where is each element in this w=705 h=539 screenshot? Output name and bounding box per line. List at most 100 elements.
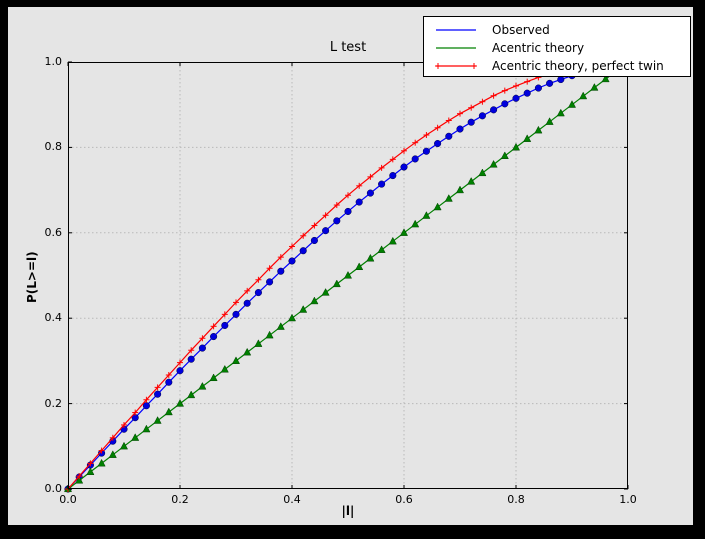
- marker-triangle: [142, 424, 151, 433]
- marker-triangle: [355, 262, 364, 271]
- marker-circle: [165, 378, 173, 386]
- marker-circle: [467, 118, 475, 126]
- marker-triangle: [209, 373, 218, 382]
- y-tick-label: 0.2: [44, 396, 63, 410]
- marker-triangle: [153, 416, 162, 424]
- marker-circle: [243, 299, 251, 307]
- marker-triangle: [75, 475, 84, 484]
- marker-triangle: [332, 279, 341, 288]
- marker-triangle: [433, 202, 442, 211]
- marker-triangle: [523, 134, 532, 142]
- x-tick-label: 1.0: [619, 493, 637, 506]
- legend-entry-0: Observed: [424, 21, 690, 39]
- marker-circle: [254, 289, 262, 297]
- marker-circle: [198, 344, 206, 352]
- marker-circle: [210, 333, 218, 341]
- figure-canvas: L test |l| P(L>=l) Observed Acentric theo…: [8, 7, 693, 525]
- marker-circle: [277, 267, 285, 275]
- marker-triangle: [444, 194, 453, 202]
- marker-circle: [445, 132, 453, 140]
- marker-circle: [266, 278, 274, 286]
- marker-circle: [187, 355, 195, 363]
- y-tick-label: 0.8: [44, 140, 63, 154]
- legend-label: Observed: [492, 23, 550, 37]
- x-tick-label: 0.6: [395, 493, 413, 506]
- marker-circle: [366, 189, 374, 197]
- marker-triangle: [500, 151, 509, 159]
- marker-triangle: [377, 245, 386, 253]
- marker-circle: [344, 207, 352, 215]
- marker-triangle: [310, 296, 319, 305]
- x-tick-label: 0.0: [59, 493, 77, 506]
- marker-triangle: [231, 356, 241, 364]
- marker-triangle: [175, 399, 185, 407]
- marker-circle: [176, 367, 184, 375]
- marker-triangle: [287, 313, 297, 322]
- y-tick-label: 0.0: [44, 482, 63, 495]
- marker-triangle: [198, 381, 207, 390]
- marker-circle: [456, 125, 464, 133]
- marker-circle: [400, 163, 408, 171]
- marker-circle: [322, 227, 330, 235]
- y-tick-label: 1.0: [44, 55, 63, 68]
- marker-triangle: [343, 270, 353, 279]
- marker-circle: [501, 100, 509, 108]
- marker-triangle: [187, 390, 196, 399]
- marker-circle: [355, 198, 363, 206]
- marker-triangle: [579, 91, 588, 100]
- legend-entry-1: Acentric theory: [424, 39, 690, 57]
- marker-circle: [478, 112, 486, 120]
- plot-area: [63, 57, 633, 493]
- marker-triangle: [399, 228, 409, 236]
- marker-triangle: [299, 305, 308, 313]
- marker-circle: [411, 155, 419, 163]
- marker-triangle: [545, 117, 554, 125]
- marker-triangle: [220, 364, 229, 373]
- legend-line-sample: [435, 63, 477, 69]
- marker-triangle: [86, 467, 95, 475]
- x-axis-label: |l|: [341, 504, 355, 518]
- marker-triangle: [534, 125, 543, 134]
- marker-circle: [490, 106, 498, 114]
- axes-frame: [68, 62, 628, 489]
- legend-entry-2: Acentric theory, perfect twin: [424, 57, 690, 75]
- marker-triangle: [243, 347, 252, 356]
- marker-circle: [142, 402, 150, 410]
- marker-triangle: [265, 330, 274, 339]
- marker-circle: [557, 75, 565, 84]
- marker-triangle: [590, 83, 599, 91]
- marker-triangle: [455, 185, 465, 194]
- marker-triangle: [321, 288, 330, 296]
- legend-line-sample: [436, 29, 476, 31]
- marker-circle: [288, 257, 296, 265]
- marker-circle: [512, 94, 520, 102]
- marker-triangle: [276, 322, 285, 330]
- marker-triangle: [411, 219, 420, 228]
- marker-circle: [232, 310, 240, 318]
- chart-title: L test: [329, 40, 367, 55]
- marker-triangle: [164, 407, 173, 416]
- marker-circle: [534, 84, 542, 92]
- marker-triangle: [601, 74, 610, 83]
- marker-circle: [333, 217, 341, 225]
- marker-triangle: [108, 450, 117, 458]
- legend: Observed Acentric theory Acentric theory, …: [423, 16, 691, 77]
- marker-circle: [310, 236, 318, 245]
- marker-triangle: [478, 168, 487, 177]
- marker-triangle: [511, 142, 521, 151]
- marker-triangle: [254, 339, 263, 347]
- marker-triangle: [556, 108, 565, 117]
- marker-triangle: [97, 458, 106, 467]
- marker-triangle: [422, 211, 431, 219]
- marker-circle: [389, 172, 397, 180]
- marker-triangle: [467, 177, 476, 185]
- marker-triangle: [366, 253, 375, 262]
- marker-triangle: [119, 441, 129, 450]
- marker-triangle: [131, 433, 140, 441]
- marker-circle: [523, 89, 531, 97]
- y-tick-label: 0.4: [44, 311, 63, 325]
- x-tick-label: 0.2: [171, 493, 189, 506]
- legend-line-sample: [436, 47, 476, 49]
- legend-label: Acentric theory: [492, 41, 585, 55]
